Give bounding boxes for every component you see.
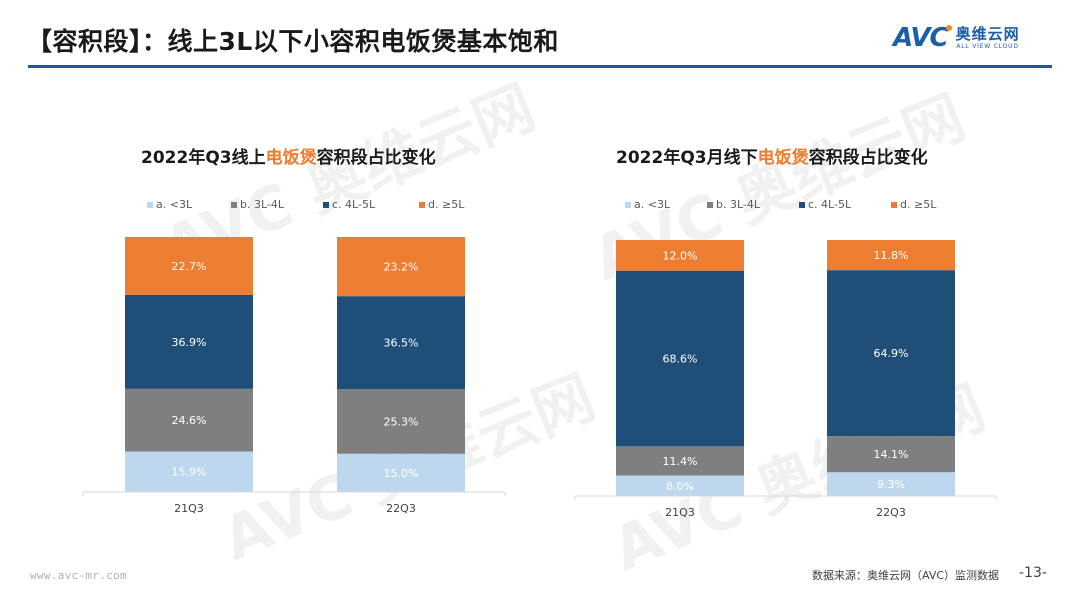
logo-dot-icon <box>945 25 952 31</box>
legend-item-b: b. 3L-4L <box>231 198 323 211</box>
legend-swatch-b <box>231 201 237 208</box>
legend-label: b. 3L-4L <box>240 198 285 211</box>
page-title: 【容积段】：线上3L以下小容积电饭煲基本饱和 <box>27 27 559 56</box>
chart-2-legend: a. <3L b. 3L-4L c. 4L-5L d. ≥5L <box>625 198 936 211</box>
data-label-21Q3-d: 22.7% <box>172 260 207 273</box>
legend-swatch-c <box>799 201 805 208</box>
data-label-21Q3-d: 12.0% <box>663 249 698 262</box>
data-label-22Q3-d: 23.2% <box>384 261 419 274</box>
legend-swatch-d <box>891 201 897 208</box>
legend-swatch-a <box>625 201 631 208</box>
data-label-21Q3-c: 36.9% <box>172 336 207 349</box>
data-label-21Q3-a: 15.9% <box>172 466 207 479</box>
x-tick-label-22Q3: 22Q3 <box>876 506 906 519</box>
data-label-21Q3-a: 8.0% <box>666 480 694 493</box>
legend-label: d. ≥5L <box>428 198 465 211</box>
data-label-22Q3-a: 15.0% <box>384 467 419 480</box>
logo-mark: AVC <box>893 23 952 53</box>
legend-item-b: b. 3L-4L <box>707 198 799 211</box>
data-source: 数据来源：奥维云网（AVC）监测数据 <box>812 569 1000 582</box>
bar-22Q3-a <box>827 472 955 496</box>
bar-21Q3-d <box>616 240 744 271</box>
legend-item-d: d. ≥5L <box>891 198 936 211</box>
chart-2-title-post: 容积段占比变化 <box>808 148 928 168</box>
legend-item-a: a. <3L <box>147 198 231 211</box>
legend-item-c: c. 4L-5L <box>323 198 419 211</box>
legend-swatch-c <box>323 201 329 208</box>
chart-1-group: 15.9% 24.6% 36.9% 22.7% 21Q3 15.0% 25.3% 36.5% 2… <box>82 237 506 515</box>
data-label-22Q3-b: 14.1% <box>874 448 909 461</box>
x-tick-label-22Q3: 22Q3 <box>386 502 416 515</box>
chart-2-title-pre: 2022年Q3月线下 <box>616 148 758 168</box>
chart-1-title-highlight: 电饭煲 <box>265 148 317 168</box>
bar-21Q3-c <box>125 294 253 389</box>
x-tick-label-21Q3: 21Q3 <box>665 506 695 519</box>
bar-22Q3-d <box>827 240 955 271</box>
legend-item-c: c. 4L-5L <box>799 198 891 211</box>
legend-swatch-d <box>419 201 425 208</box>
chart-2-group: 8.0% 11.4% 68.6% 12.0% 21Q3 9.3% 14.1% 64.9% 11.… <box>574 240 997 519</box>
bar-22Q3-a <box>337 453 465 492</box>
data-label-22Q3-d: 11.8% <box>874 249 909 262</box>
bar-22Q3-d <box>337 237 465 297</box>
data-label-22Q3-b: 25.3% <box>384 415 419 428</box>
bar-21Q3-d <box>125 237 253 295</box>
bar-21Q3-a <box>616 475 744 496</box>
chart-1-title-pre: 2022年Q3线上 <box>141 148 266 168</box>
avc-logo: AVC 奥维云网 ALL VIEW CLOUD <box>893 22 1020 54</box>
legend-label: b. 3L-4L <box>716 198 761 211</box>
logo-cn-text: 奥维云网 <box>955 24 1020 43</box>
x-tick-label-21Q3: 21Q3 <box>174 502 204 515</box>
chart-1-title-post: 容积段占比变化 <box>316 148 436 168</box>
data-label-21Q3-b: 11.4% <box>663 455 698 468</box>
legend-label: a. <3L <box>634 198 671 211</box>
chart-1-legend: a. <3L b. 3L-4L c. 4L-5L d. ≥5L <box>147 198 464 211</box>
legend-item-a: a. <3L <box>625 198 707 211</box>
logo-en-text: ALL VIEW CLOUD <box>956 42 1019 50</box>
data-label-22Q3-a: 9.3% <box>877 478 905 491</box>
legend-label: c. 4L-5L <box>332 198 376 211</box>
data-label-22Q3-c: 64.9% <box>874 347 909 360</box>
bar-21Q3-b <box>616 446 744 476</box>
legend-swatch-b <box>707 201 713 208</box>
legend-label: a. <3L <box>156 198 193 211</box>
title-divider <box>28 65 1052 68</box>
legend-swatch-a <box>147 201 153 208</box>
legend-label: c. 4L-5L <box>808 198 852 211</box>
chart-2-title: 2022年Q3月线下电饭煲容积段占比变化 <box>616 143 928 168</box>
chart-1-title: 2022年Q3线上电饭煲容积段占比变化 <box>141 143 436 168</box>
data-label-21Q3-c: 68.6% <box>663 353 698 366</box>
data-label-21Q3-b: 24.6% <box>172 414 207 427</box>
data-label-22Q3-c: 36.5% <box>384 337 419 350</box>
bar-21Q3-b <box>125 388 253 452</box>
bar-22Q3-b <box>337 389 465 454</box>
bar-22Q3-c <box>337 296 465 390</box>
page-number: -13- <box>1019 565 1047 581</box>
bar-22Q3-b <box>827 436 955 473</box>
legend-item-d: d. ≥5L <box>419 198 464 211</box>
bar-21Q3-a <box>125 451 253 492</box>
bar-22Q3-c <box>827 270 955 437</box>
legend-label: d. ≥5L <box>900 198 937 211</box>
bar-21Q3-c <box>616 270 744 447</box>
footer-url: www.avc-mr.com <box>30 569 127 582</box>
chart-2-title-highlight: 电饭煲 <box>757 148 809 168</box>
